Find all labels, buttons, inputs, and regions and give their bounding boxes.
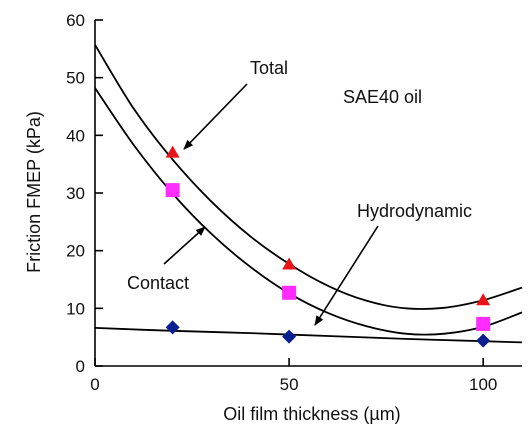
y-tick-label: 30: [66, 184, 85, 203]
y-tick-label: 10: [66, 299, 85, 318]
fit-line-hydrodynamic: [94, 327, 523, 344]
y-tick-label: 20: [66, 242, 85, 261]
x-tick-label: 100: [469, 375, 497, 394]
arrow-total: [183, 83, 248, 150]
point-total: [476, 293, 491, 306]
point-contact: [476, 316, 491, 331]
x-axis-title: Oil film thickness (µm): [223, 404, 400, 424]
fit-curves: [94, 44, 523, 344]
annotation-sae40-oil: SAE40 oil: [343, 87, 422, 107]
arrow-hydrodynamic: [314, 225, 379, 326]
plot-frame: [94, 20, 522, 367]
point-hydrodynamic: [282, 329, 297, 344]
arrow-contact: [163, 226, 206, 265]
y-tick-label: 40: [66, 126, 85, 145]
data-markers: [165, 145, 491, 348]
point-hydrodynamic: [476, 333, 491, 348]
fit-line-contact: [94, 87, 523, 336]
annotation-contact: Contact: [127, 273, 189, 293]
y-tick-label: 60: [66, 11, 85, 30]
y-tick-label: 0: [76, 357, 85, 376]
annotation-total: Total: [250, 58, 288, 78]
y-axis-title: Friction FMEP (kPa): [24, 111, 44, 273]
point-contact: [165, 183, 180, 198]
annotation-hydrodynamic: Hydrodynamic: [357, 201, 472, 221]
point-hydrodynamic: [165, 320, 180, 335]
x-tick-label: 50: [280, 375, 299, 394]
fit-line-total: [94, 44, 523, 310]
tick-labels: 0 10 20 30 40 50 60 0 50 100: [66, 11, 497, 394]
point-total: [165, 145, 180, 158]
annotations: Total SAE40 oil Hydrodynamic Contact: [127, 58, 472, 326]
y-tick-label: 50: [66, 69, 85, 88]
x-tick-label: 0: [90, 375, 99, 394]
axis-ticks: [94, 19, 484, 367]
point-contact: [282, 285, 297, 300]
point-total: [282, 257, 297, 270]
